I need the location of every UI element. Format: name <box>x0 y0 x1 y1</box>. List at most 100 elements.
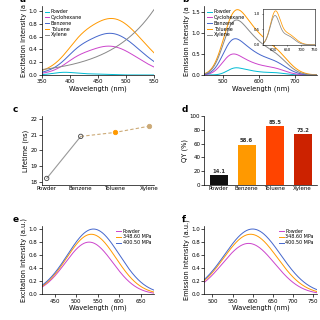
Toluene <box>203 72 206 76</box>
Cyclohexane <box>232 52 236 56</box>
Benzene <box>216 62 220 66</box>
Point <box>146 124 151 129</box>
Cyclohexane <box>122 48 125 52</box>
Benzene <box>122 36 125 39</box>
X-axis label: Wavelength (nm): Wavelength (nm) <box>232 305 290 311</box>
Powder <box>216 73 220 76</box>
Powder <box>92 241 96 245</box>
Powder <box>40 285 44 289</box>
348.60 MPa <box>40 284 44 288</box>
Xylene <box>203 72 206 76</box>
348.60 MPa <box>89 232 93 236</box>
Y-axis label: Emission Intensity (a.u.): Emission Intensity (a.u.) <box>184 220 190 300</box>
Cyclohexane <box>121 48 125 52</box>
Cyclohexane <box>111 44 115 48</box>
Xylene <box>284 61 288 65</box>
Benzene <box>234 37 237 41</box>
Text: 58.6: 58.6 <box>240 139 253 143</box>
400.50 MPa <box>106 237 110 241</box>
Powder <box>284 72 288 76</box>
Line: 400.50 MPa: 400.50 MPa <box>204 229 317 290</box>
Toluene <box>122 20 125 24</box>
Text: d: d <box>182 105 188 114</box>
400.50 MPa <box>148 286 151 290</box>
Line: Cyclohexane: Cyclohexane <box>42 46 154 73</box>
Cyclohexane <box>216 66 220 70</box>
Benzene <box>203 73 206 76</box>
Cyclohexane <box>76 53 80 57</box>
348.60 MPa <box>100 237 104 241</box>
348.60 MPa <box>269 247 273 251</box>
Powder <box>121 73 125 77</box>
Cyclohexane <box>284 69 288 73</box>
Powder <box>70 253 74 257</box>
Xylene <box>152 8 156 12</box>
Benzene <box>152 60 156 63</box>
348.60 MPa <box>152 290 156 294</box>
Powder <box>247 242 251 245</box>
348.60 MPa <box>203 279 206 283</box>
Cyclohexane <box>40 71 44 75</box>
400.50 MPa <box>40 284 44 287</box>
Powder <box>314 291 317 294</box>
Cyclohexane <box>239 55 243 59</box>
Line: Powder: Powder <box>42 72 154 75</box>
Legend: Powder, 348.60 MPa, 400.50 MPa: Powder, 348.60 MPa, 400.50 MPa <box>279 228 314 246</box>
Toluene <box>76 36 80 39</box>
400.50 MPa <box>151 288 155 292</box>
Xylene <box>40 68 44 72</box>
Powder <box>76 71 80 75</box>
Line: 348.60 MPa: 348.60 MPa <box>204 234 317 292</box>
Text: 73.2: 73.2 <box>296 128 309 133</box>
Powder <box>84 72 88 76</box>
Point <box>44 176 49 181</box>
Xylene <box>216 56 220 60</box>
Cyclohexane <box>53 68 57 72</box>
400.50 MPa <box>233 239 236 243</box>
Toluene <box>40 69 44 73</box>
Benzene <box>111 32 115 36</box>
Toluene <box>121 20 125 24</box>
Text: a: a <box>19 0 25 4</box>
Toluene <box>284 57 288 61</box>
Toluene <box>53 61 57 65</box>
Line: Toluene: Toluene <box>42 19 154 71</box>
Toluene <box>315 73 319 77</box>
Benzene <box>121 35 125 39</box>
Xylene <box>315 73 319 77</box>
X-axis label: Wavelength (nm): Wavelength (nm) <box>69 305 127 311</box>
Powder <box>87 240 91 244</box>
Benzene <box>247 46 251 50</box>
Powder <box>263 250 267 254</box>
Powder <box>111 73 115 76</box>
Xylene <box>53 66 57 70</box>
Benzene <box>239 39 243 43</box>
Benzene <box>274 59 277 63</box>
Benzene <box>84 40 88 44</box>
Line: 348.60 MPa: 348.60 MPa <box>42 234 154 292</box>
Line: Xylene: Xylene <box>42 10 154 70</box>
Powder <box>151 291 155 295</box>
Bar <box>266 126 284 185</box>
400.50 MPa <box>92 227 95 231</box>
348.60 MPa <box>92 233 96 236</box>
Bar <box>293 134 312 185</box>
Point <box>112 130 117 135</box>
Text: 14.1: 14.1 <box>212 169 225 174</box>
348.60 MPa <box>310 288 314 292</box>
Cyclohexane <box>84 50 88 54</box>
Powder <box>100 247 104 251</box>
348.60 MPa <box>249 232 252 236</box>
Bar <box>210 175 228 185</box>
Cyclohexane <box>152 65 156 69</box>
400.50 MPa <box>70 247 74 251</box>
Benzene <box>53 65 57 69</box>
400.50 MPa <box>269 240 273 244</box>
Powder <box>106 255 110 259</box>
X-axis label: Wavelength (nm): Wavelength (nm) <box>69 85 127 92</box>
Bar <box>237 145 256 185</box>
Y-axis label: Lifetime (ns): Lifetime (ns) <box>22 129 29 172</box>
Powder <box>284 72 288 76</box>
Powder <box>310 290 314 294</box>
Powder <box>233 249 236 252</box>
